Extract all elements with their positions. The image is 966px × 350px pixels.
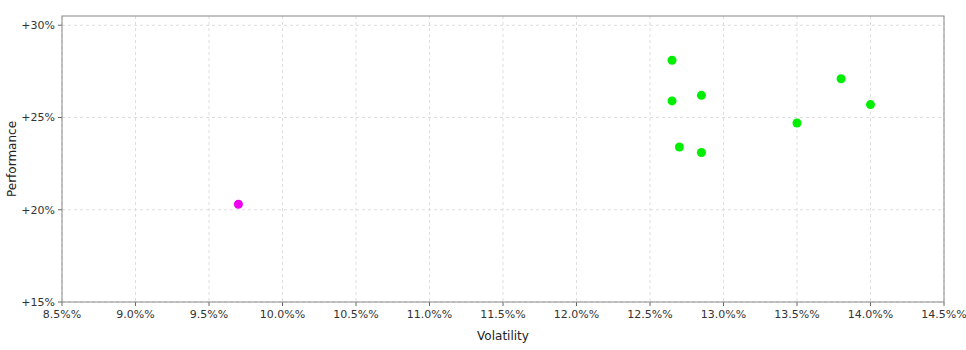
tick-x [62,302,63,306]
grid-line-x [650,16,651,302]
tick-x [576,302,577,306]
tick-y [58,25,62,26]
points [234,56,875,209]
point [697,91,706,100]
grid-line-x [870,16,871,302]
tick-x [429,302,430,306]
tick-label-y: +30% [21,19,55,32]
tick-label-x: 11.0%% [407,308,452,321]
grid-line-x [429,16,430,302]
grid-line-y [62,117,944,118]
tick-label-x: 10.5%% [333,308,378,321]
grid-line-y [62,25,944,26]
chart: 8.5%% 9.0%% 9.5%% 10.0%% 10.5%% 11.0%% 11.5%% 1… [0,0,966,350]
point [697,148,706,157]
plot-area [62,16,944,302]
tick-label-x: 11.5%% [480,308,525,321]
grid-line-x [282,16,283,302]
tick-label-x: 14.0%% [848,308,893,321]
tick-label-x: 12.0%% [554,308,599,321]
grid-line-x [503,16,504,302]
tick-x [356,302,357,306]
tick-x [723,302,724,306]
x-axis-label: Volatility [477,329,529,343]
tick-x [209,302,210,306]
point [793,119,802,128]
point [234,200,243,209]
series [234,200,243,209]
tick-label-x: 9.5%% [190,308,228,321]
tick-label-y: +20% [21,204,55,217]
tick-x [650,302,651,306]
tick-y [58,117,62,118]
grid-line-x [797,16,798,302]
tick-x [503,302,504,306]
point [675,143,684,152]
tick-y [58,209,62,210]
grid-line-x [723,16,724,302]
tick-label-y: +15% [21,296,55,309]
series [668,56,875,157]
tick-label-x: 14.5%% [921,308,966,321]
tick-x [944,302,945,306]
grid [62,16,944,302]
tick-x [135,302,136,306]
y-axis-label: Performance [5,121,19,197]
tick-label-x: 13.0%% [701,308,746,321]
plot-frame [62,16,944,302]
grid-line-x [356,16,357,302]
tick-y [58,302,62,303]
tick-label-x: 8.5%% [43,308,81,321]
grid-line-x [209,16,210,302]
tick-label-x: 9.0%% [116,308,154,321]
grid-line-x [135,16,136,302]
tick-x [797,302,798,306]
tick-x [282,302,283,306]
point [668,96,677,105]
point [866,100,875,109]
tick-label-y: +25% [21,111,55,124]
point [837,74,846,83]
tick-x [870,302,871,306]
point [668,56,677,65]
tick-label-x: 13.5%% [774,308,819,321]
tick-label-x: 10.0%% [260,308,305,321]
grid-line-y [62,209,944,210]
grid-line-x [576,16,577,302]
axes: 8.5%% 9.0%% 9.5%% 10.0%% 10.5%% 11.0%% 11.5%% 1… [21,19,966,321]
tick-label-x: 12.5%% [627,308,672,321]
